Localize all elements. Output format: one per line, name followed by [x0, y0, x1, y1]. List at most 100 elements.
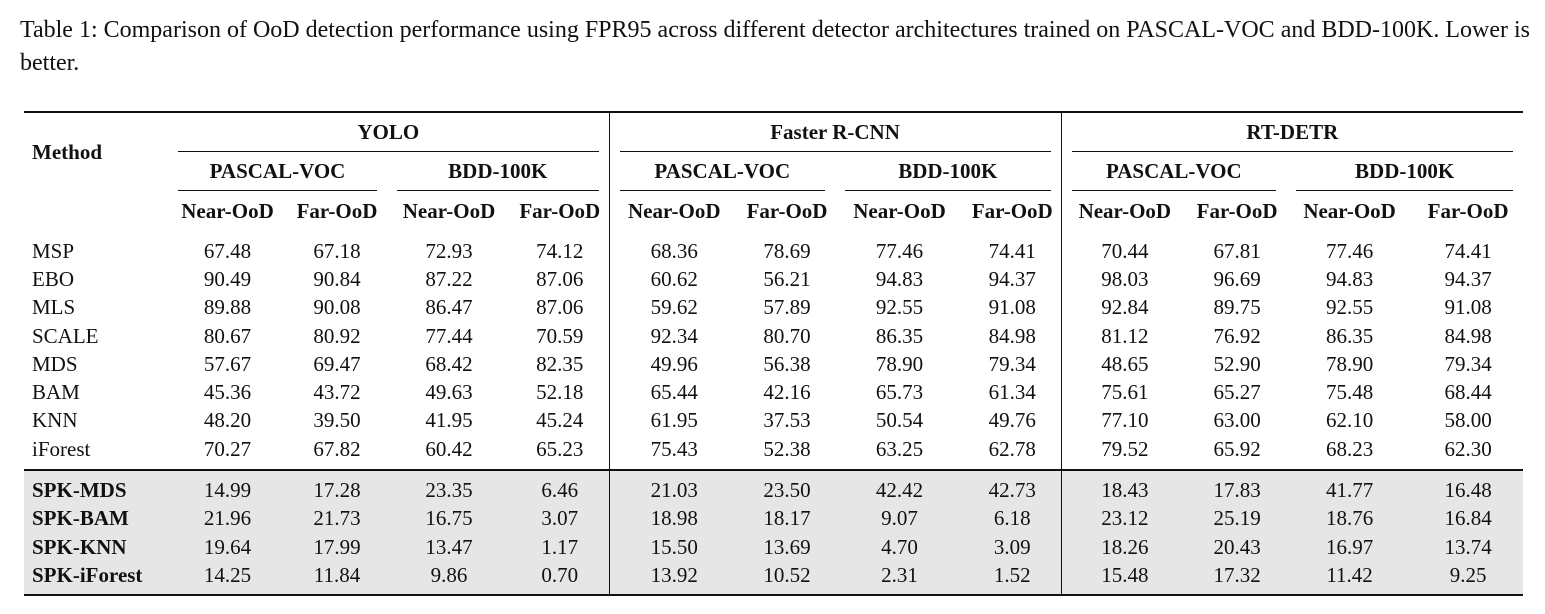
- value-cell: 70.59: [536, 323, 584, 348]
- arch-header-yolo: YOLO: [168, 111, 610, 153]
- value-cell: 68.36: [608, 231, 740, 266]
- value-cell: 92.55: [875, 295, 924, 320]
- value-cell: 56.38: [763, 351, 811, 376]
- value-cell: 79.34: [1444, 351, 1492, 376]
- value-cell: 70.44: [1060, 231, 1189, 266]
- split-header: Near-OoD: [1303, 198, 1396, 223]
- value-cell: 23.35: [387, 469, 511, 505]
- value-cell: 13.92: [608, 561, 740, 596]
- value-cell: 90.49: [203, 266, 252, 291]
- value-cell: 57.67: [203, 351, 252, 376]
- table-row: SPK-BAM 21.96 21.73 16.75 3.07 18.98 18.17 9.07…: [24, 504, 1524, 533]
- value-cell: 21.96: [168, 504, 287, 533]
- value-cell: 68.44: [1444, 380, 1492, 405]
- value-cell: 15.48: [1060, 561, 1189, 596]
- value-cell: 91.08: [1444, 295, 1492, 320]
- split-header: Near-OoD: [181, 198, 274, 223]
- value-cell: 81.12: [1060, 321, 1189, 351]
- table-row: MDS 57.67 69.47 68.42 82.35 49.96 56.38 78.90 79…: [24, 350, 1523, 379]
- dataset-header: BDD-100K: [387, 152, 609, 191]
- value-cell: 45.24: [536, 408, 584, 433]
- value-cell: 89.88: [203, 295, 252, 320]
- value-cell: 87.22: [425, 266, 473, 291]
- value-cell: 49.63: [425, 380, 473, 405]
- value-cell: 84.98: [988, 323, 1036, 348]
- dataset-header: PASCAL-VOC: [1060, 152, 1287, 191]
- value-cell: 62.10: [1325, 408, 1374, 433]
- table-header: Method YOLO Faster R-CNN RT-DETR PASCAL-…: [24, 111, 1524, 231]
- method-name-cell: KNN: [32, 408, 78, 433]
- value-cell: 23.50: [739, 469, 836, 505]
- value-cell: 67.81: [1213, 238, 1261, 263]
- dataset-header: PASCAL-VOC: [168, 152, 387, 191]
- split-header: Near-OoD: [853, 198, 946, 223]
- value-cell: 17.83: [1188, 469, 1287, 505]
- table-row: SPK-iForest 14.25 11.84 9.86 0.70 13.92 10.52 2…: [24, 561, 1524, 596]
- value-cell: 92.55: [1325, 295, 1374, 320]
- value-cell: 77.46: [875, 238, 924, 263]
- method-header-spacer: [24, 191, 168, 231]
- value-cell: 25.19: [1188, 504, 1287, 533]
- value-cell: 63.25: [875, 436, 924, 461]
- value-cell: 78.69: [763, 238, 811, 263]
- value-cell: 72.93: [425, 238, 473, 263]
- value-cell: 18.43: [1060, 469, 1189, 505]
- value-cell: 52.90: [1213, 351, 1261, 376]
- dataset-header: PASCAL-VOC: [608, 152, 836, 191]
- value-cell: 21.73: [287, 504, 387, 533]
- method-name-cell: BAM: [32, 380, 80, 405]
- table-row: BAM 45.36 43.72 49.63 52.18 65.44 42.16 65.73 61…: [24, 378, 1523, 407]
- split-header: Far-OoD: [1196, 198, 1278, 223]
- table-row: SPK-KNN 19.64 17.99 13.47 1.17 15.50 13.69 4.70…: [24, 532, 1524, 562]
- value-cell: 49.96: [608, 350, 740, 379]
- value-cell: 78.90: [1325, 351, 1374, 376]
- value-cell: 61.95: [608, 406, 740, 436]
- value-cell: 80.70: [763, 323, 811, 348]
- value-cell: 18.17: [739, 504, 836, 533]
- value-cell: 19.64: [168, 532, 287, 562]
- split-header: Near-OoD: [1060, 191, 1189, 231]
- split-header: Near-OoD: [608, 191, 740, 231]
- value-cell: 3.09: [964, 532, 1062, 562]
- split-header: Far-OoD: [296, 198, 378, 223]
- value-cell: 62.30: [1444, 436, 1492, 461]
- value-cell: 13.47: [387, 532, 511, 562]
- method-name-cell: SPK-KNN: [24, 532, 168, 562]
- value-cell: 10.52: [739, 561, 836, 596]
- table-row: iForest 70.27 67.82 60.42 65.23 75.43 52.38 63.…: [24, 435, 1523, 471]
- value-cell: 42.73: [964, 469, 1062, 505]
- value-cell: 14.99: [168, 469, 287, 505]
- value-cell: 67.18: [313, 238, 361, 263]
- value-cell: 65.92: [1213, 436, 1261, 461]
- value-cell: 67.82: [313, 436, 361, 461]
- value-cell: 1.52: [964, 561, 1062, 596]
- value-cell: 92.34: [608, 321, 740, 351]
- method-name-cell: MSP: [32, 238, 75, 263]
- value-cell: 94.37: [988, 266, 1036, 291]
- value-cell: 17.28: [287, 469, 387, 505]
- value-cell: 9.07: [835, 504, 965, 533]
- value-cell: 1.17: [511, 532, 610, 562]
- value-cell: 3.07: [511, 504, 610, 533]
- arch-header-rt-detr: RT-DETR: [1060, 111, 1524, 153]
- table-caption: Table 1: Comparison of OoD detection per…: [20, 17, 1530, 76]
- method-name-cell: MLS: [32, 295, 76, 320]
- value-cell: 16.84: [1413, 504, 1524, 533]
- value-cell: 2.31: [835, 561, 965, 596]
- value-cell: 90.84: [313, 266, 361, 291]
- value-cell: 41.95: [425, 408, 473, 433]
- value-cell: 6.46: [511, 469, 610, 505]
- table-row: EBO 90.49 90.84 87.22 87.06 60.62 56.21 94.83 94…: [24, 265, 1523, 294]
- value-cell: 84.98: [1444, 323, 1492, 348]
- value-cell: 15.50: [608, 532, 740, 562]
- value-cell: 23.12: [1060, 504, 1189, 533]
- value-cell: 63.00: [1213, 408, 1261, 433]
- value-cell: 14.25: [168, 561, 287, 596]
- value-cell: 60.42: [425, 436, 473, 461]
- value-cell: 77.44: [425, 323, 473, 348]
- value-cell: 9.86: [387, 561, 511, 596]
- value-cell: 87.06: [536, 266, 584, 291]
- value-cell: 96.69: [1213, 266, 1261, 291]
- value-cell: 50.54: [875, 408, 924, 433]
- value-cell: 94.83: [1325, 266, 1374, 291]
